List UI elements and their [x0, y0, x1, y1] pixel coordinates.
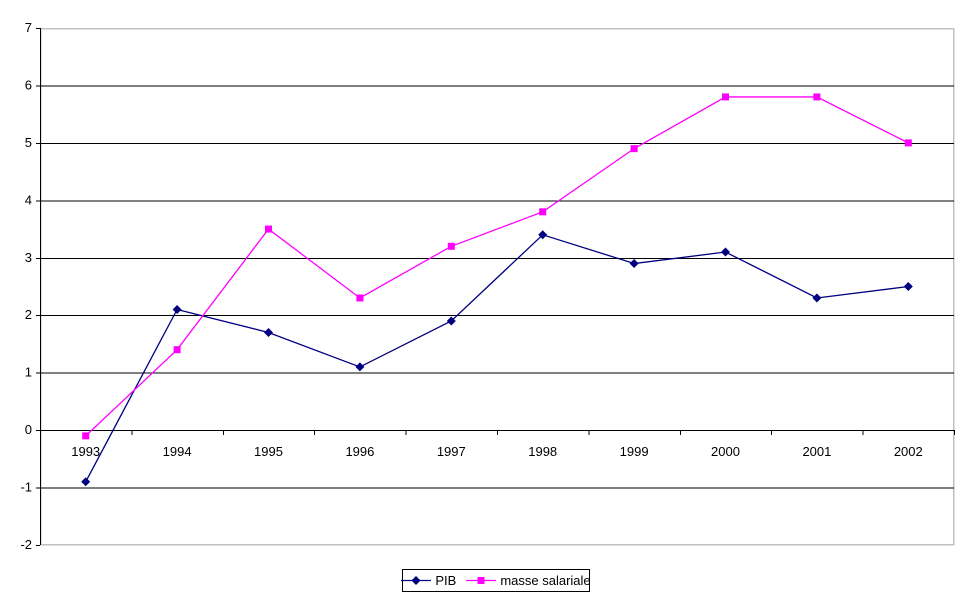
pib-line-marker-icon [401, 576, 432, 585]
y-tick-label: 2 [25, 307, 32, 322]
y-tick-label: 1 [25, 365, 32, 380]
x-tick-label: 2001 [802, 444, 831, 459]
masse-salariale-line-marker-icon [466, 577, 497, 584]
pib-marker [172, 304, 182, 314]
x-tick-label: 1996 [345, 444, 374, 459]
x-tick-label: 1995 [254, 444, 283, 459]
masse-salariale-marker [82, 432, 90, 440]
masse-salariale-marker [265, 225, 272, 233]
legend: PIB masse salariale [401, 569, 591, 592]
pib-line [85, 234, 909, 483]
legend-item-masse-salariale: masse salariale [466, 573, 591, 588]
x-tick-label: 2000 [711, 444, 740, 459]
plot-border [39, 27, 955, 546]
pib-marker [812, 293, 822, 303]
masse-salariale-marker [447, 242, 455, 250]
x-tick-label: 1993 [71, 444, 100, 459]
masse-salariale-series [82, 93, 912, 440]
x-tick-label: 1997 [437, 444, 466, 459]
masse-salariale-marker [630, 145, 638, 153]
y-tick-label: -2 [20, 537, 32, 552]
pib-marker [81, 477, 91, 487]
masse-salariale-marker [356, 294, 364, 302]
pib-marker [903, 282, 913, 291]
masse-salariale-marker [813, 93, 821, 101]
pib-series [81, 230, 913, 487]
y-tick-label: 6 [25, 77, 32, 92]
y-tick-label: 0 [25, 422, 32, 437]
legend-label-pib: PIB [435, 573, 457, 588]
x-tick-label: 2002 [894, 444, 923, 459]
y-tick-label: 3 [25, 250, 32, 265]
masse-salariale-marker [904, 139, 912, 147]
legend-item-pib: PIB [401, 573, 456, 588]
masse-salariale-marker [722, 93, 729, 101]
legend-label-masse-salariale: masse salariale [500, 573, 591, 588]
pib-marker [629, 259, 639, 269]
pib-marker [721, 247, 730, 257]
x-tick-label: 1994 [163, 444, 192, 459]
pib-marker [446, 316, 456, 326]
pib-marker [538, 230, 548, 240]
y-tick-label: 4 [25, 192, 32, 207]
masse-salariale-legend-marker [477, 577, 485, 584]
masse-salariale-marker [539, 208, 547, 216]
pib-legend-marker [411, 576, 421, 585]
pib-marker [355, 362, 365, 372]
y-tick-label: 5 [25, 135, 32, 150]
masse-salariale-marker [173, 346, 181, 354]
x-tick-label: 1999 [620, 444, 649, 459]
masse-salariale-line [85, 96, 909, 437]
x-tick-label: 1998 [528, 444, 557, 459]
pib-marker [264, 327, 273, 337]
y-tick-label: -1 [20, 480, 32, 495]
y-tick-label: 7 [25, 20, 32, 35]
